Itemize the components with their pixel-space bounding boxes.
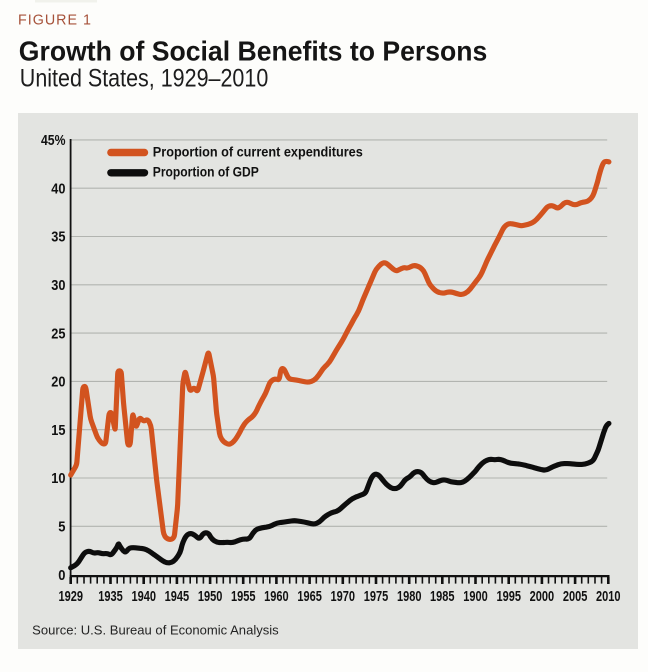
svg-text:1975: 1975	[364, 589, 389, 605]
svg-text:0: 0	[58, 568, 65, 584]
svg-text:10: 10	[51, 471, 65, 487]
svg-text:1965: 1965	[297, 589, 322, 605]
svg-text:2000: 2000	[530, 589, 555, 605]
svg-text:1950: 1950	[198, 589, 223, 605]
svg-text:35: 35	[51, 230, 65, 246]
svg-text:2010: 2010	[596, 589, 621, 605]
svg-text:1929: 1929	[58, 589, 83, 605]
svg-text:Source: U.S. Bureau of Economi: Source: U.S. Bureau of Economic Analysis	[32, 623, 279, 638]
svg-text:5: 5	[58, 520, 65, 536]
svg-text:2005: 2005	[563, 589, 588, 605]
svg-text:15: 15	[51, 423, 65, 439]
svg-text:30: 30	[51, 278, 65, 294]
svg-text:1935: 1935	[98, 589, 123, 605]
svg-text:1900: 1900	[463, 589, 488, 605]
svg-text:25: 25	[51, 326, 65, 342]
svg-text:1945: 1945	[165, 589, 190, 605]
svg-text:Growth of Social Benefits to P: Growth of Social Benefits to Persons	[19, 36, 488, 67]
svg-text:1970: 1970	[331, 589, 356, 605]
svg-text:Proportion of current expendit: Proportion of current expenditures	[153, 144, 363, 159]
svg-text:40: 40	[51, 181, 65, 197]
svg-text:1980: 1980	[397, 589, 422, 605]
svg-text:20: 20	[51, 375, 65, 391]
svg-text:FIGURE 1: FIGURE 1	[18, 12, 92, 28]
svg-text:1960: 1960	[264, 589, 289, 605]
svg-text:1995: 1995	[496, 589, 521, 605]
svg-text:1940: 1940	[131, 589, 156, 605]
svg-text:1955: 1955	[231, 589, 256, 605]
svg-text:Proportion of GDP: Proportion of GDP	[153, 164, 259, 179]
svg-text:45%: 45%	[41, 133, 66, 149]
svg-text:1985: 1985	[430, 589, 455, 605]
svg-text:United States, 1929–2010: United States, 1929–2010	[20, 65, 268, 93]
